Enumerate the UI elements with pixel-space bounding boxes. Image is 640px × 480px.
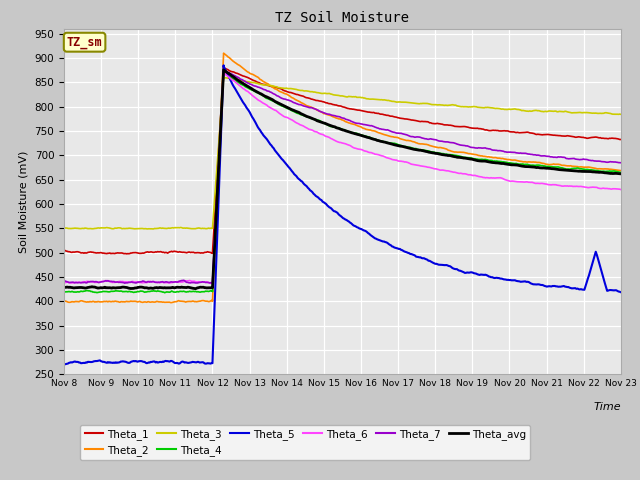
Theta_4 xyxy=(198,289,206,295)
Theta_5 xyxy=(198,360,205,365)
Theta_7 xyxy=(269,90,276,96)
Theta_5 xyxy=(378,238,386,244)
Theta_7 xyxy=(332,113,339,119)
Theta_6 xyxy=(60,280,68,286)
Theta_4 xyxy=(617,169,625,175)
Theta_7 xyxy=(121,280,129,286)
Line: Theta_2: Theta_2 xyxy=(64,53,621,302)
Theta_4 xyxy=(220,69,227,75)
Theta_avg xyxy=(502,161,509,167)
Line: Theta_avg: Theta_avg xyxy=(64,70,621,288)
Theta_1 xyxy=(198,250,206,256)
Theta_3 xyxy=(332,92,339,98)
Theta_4 xyxy=(332,124,339,130)
Theta_avg xyxy=(198,284,206,290)
Theta_1 xyxy=(332,102,339,108)
Line: Theta_6: Theta_6 xyxy=(64,72,621,284)
Theta_6 xyxy=(220,70,227,75)
Theta_6 xyxy=(486,175,494,181)
Theta_1 xyxy=(269,84,276,90)
Theta_5 xyxy=(501,276,509,282)
Theta_5 xyxy=(617,289,625,295)
Theta_2 xyxy=(220,50,227,56)
Theta_avg xyxy=(332,124,339,130)
Theta_7 xyxy=(198,279,206,285)
Theta_2 xyxy=(269,84,276,90)
Theta_1 xyxy=(617,137,625,143)
Theta_avg xyxy=(269,97,276,103)
Theta_avg xyxy=(60,284,68,290)
Theta_avg xyxy=(379,139,387,144)
Theta_6 xyxy=(332,138,339,144)
Theta_4 xyxy=(60,289,68,295)
Theta_6 xyxy=(198,279,205,285)
Theta_6 xyxy=(379,153,387,159)
Theta_avg xyxy=(192,286,200,291)
Theta_1 xyxy=(60,248,68,253)
Theta_3 xyxy=(379,97,387,103)
Theta_4 xyxy=(486,157,494,163)
Theta_7 xyxy=(220,67,227,73)
Line: Theta_5: Theta_5 xyxy=(64,65,621,365)
Theta_1 xyxy=(220,65,227,71)
Line: Theta_1: Theta_1 xyxy=(64,68,621,254)
Text: Time: Time xyxy=(593,402,621,412)
Line: Theta_4: Theta_4 xyxy=(64,72,621,293)
Theta_2 xyxy=(332,115,339,120)
Theta_7 xyxy=(617,160,625,166)
Theta_6 xyxy=(209,281,216,287)
Theta_2 xyxy=(198,298,206,303)
Y-axis label: Soil Moisture (mV): Soil Moisture (mV) xyxy=(19,150,29,253)
Theta_3 xyxy=(60,225,68,231)
Theta_3 xyxy=(617,111,625,117)
Theta_5 xyxy=(60,362,68,368)
Theta_3 xyxy=(220,74,227,80)
Line: Theta_7: Theta_7 xyxy=(64,70,621,283)
Text: TZ_sm: TZ_sm xyxy=(67,36,102,48)
Theta_2 xyxy=(167,300,175,305)
Theta_3 xyxy=(198,226,206,231)
Theta_1 xyxy=(379,111,387,117)
Theta_4 xyxy=(502,159,509,165)
Theta_1 xyxy=(486,128,494,133)
Theta_avg xyxy=(220,67,227,73)
Theta_1 xyxy=(502,128,509,134)
Title: TZ Soil Moisture: TZ Soil Moisture xyxy=(275,11,410,25)
Theta_5 xyxy=(220,62,227,68)
Theta_avg xyxy=(486,159,494,165)
Legend: Theta_1, Theta_2, Theta_3, Theta_4, Theta_5, Theta_6, Theta_7, Theta_avg: Theta_1, Theta_2, Theta_3, Theta_4, Thet… xyxy=(81,424,530,460)
Theta_3 xyxy=(486,105,494,110)
Line: Theta_3: Theta_3 xyxy=(64,77,621,229)
Theta_3 xyxy=(269,83,276,89)
Theta_2 xyxy=(379,131,387,137)
Theta_6 xyxy=(269,106,276,112)
Theta_1 xyxy=(123,251,131,257)
Theta_3 xyxy=(502,107,509,112)
Theta_5 xyxy=(485,274,493,279)
Theta_7 xyxy=(60,277,68,283)
Theta_7 xyxy=(379,126,387,132)
Theta_4 xyxy=(161,290,168,296)
Theta_4 xyxy=(379,138,387,144)
Theta_2 xyxy=(60,298,68,304)
Theta_3 xyxy=(149,226,157,232)
Theta_7 xyxy=(486,146,494,152)
Theta_7 xyxy=(502,149,509,155)
Theta_4 xyxy=(269,98,276,104)
Theta_avg xyxy=(617,171,625,177)
Theta_5 xyxy=(330,208,338,214)
Theta_5 xyxy=(268,143,275,148)
Theta_6 xyxy=(502,177,509,183)
Theta_2 xyxy=(486,154,494,160)
Theta_2 xyxy=(502,156,509,162)
Theta_2 xyxy=(617,168,625,173)
Theta_6 xyxy=(617,187,625,192)
